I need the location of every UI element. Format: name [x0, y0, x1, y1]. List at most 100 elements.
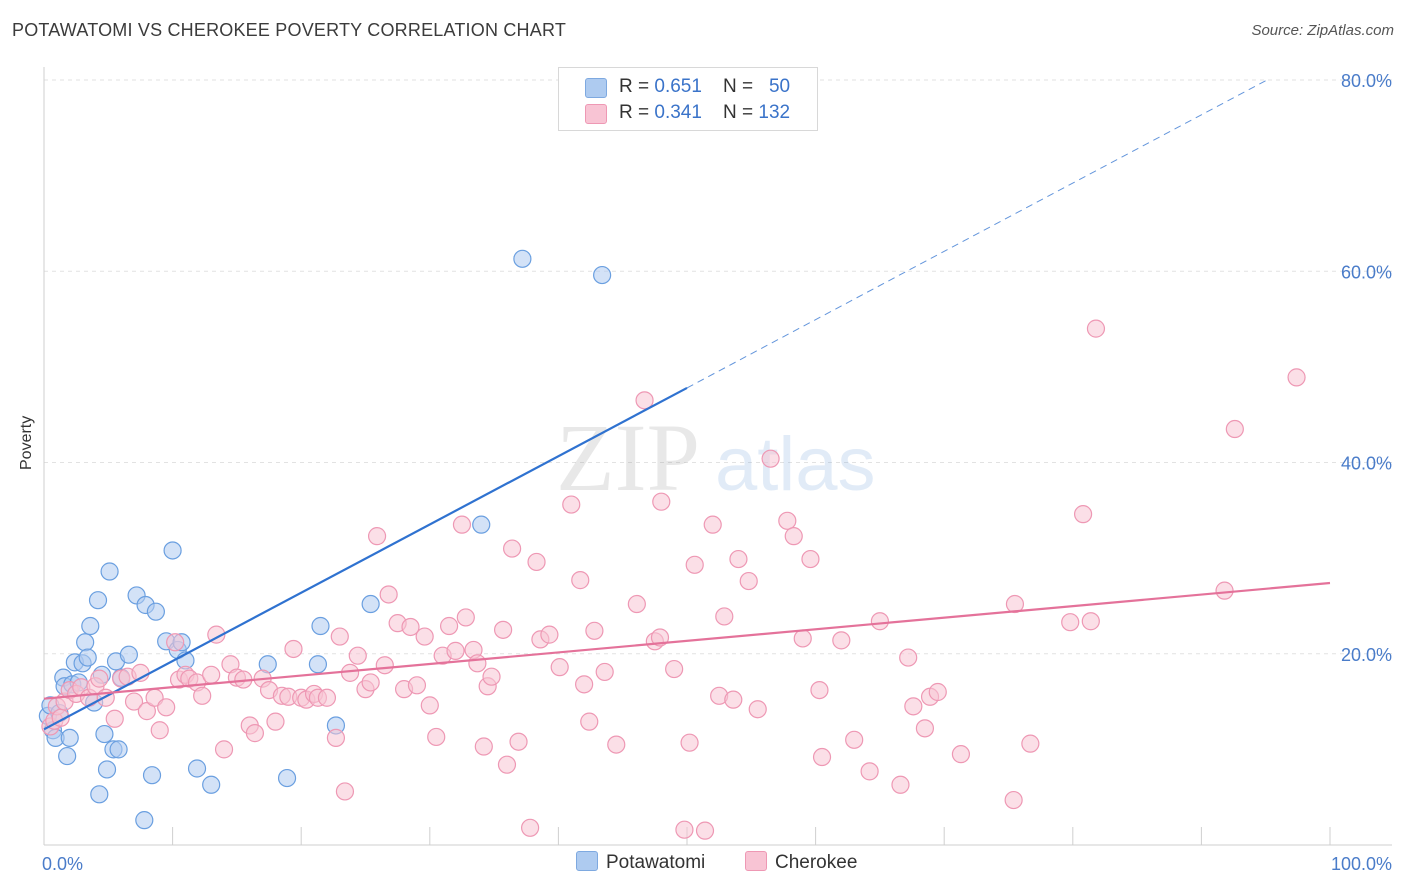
cherokee-point [607, 735, 626, 754]
cherokee-point [550, 658, 569, 677]
cherokee-point [580, 712, 599, 731]
cherokee-point [266, 712, 285, 731]
cherokee-point [468, 654, 487, 673]
legend-n-value: 132 [758, 102, 791, 123]
potawatomi-point [109, 740, 128, 759]
legend-n-value: 50 [768, 76, 791, 97]
cherokee-point [1086, 319, 1106, 338]
legend-r-label: R = [619, 76, 655, 97]
bottom-legend-swatch-potawatomi [576, 851, 598, 871]
potawatomi-point [593, 265, 612, 285]
potawatomi-point [81, 616, 100, 636]
cherokee-point [124, 692, 144, 711]
cherokee-point [340, 663, 360, 682]
legend-swatch-potawatomi [585, 78, 607, 98]
cherokee-point [748, 700, 767, 719]
cherokee-point [415, 627, 434, 646]
cherokee-point [1081, 612, 1100, 631]
cherokee-point [326, 728, 346, 748]
cherokee-point [793, 629, 812, 648]
cherokee-point [284, 639, 303, 659]
cherokee-point [870, 612, 890, 631]
cherokee-point [915, 719, 935, 738]
cherokee-point [527, 552, 546, 572]
potawatomi-point [142, 766, 162, 785]
potawatomi-point [361, 594, 380, 614]
cherokee-point [778, 511, 797, 530]
potawatomi-point [76, 633, 95, 652]
potawatomi-point [513, 249, 532, 268]
potawatomi-point [472, 515, 491, 534]
cherokee-point [474, 737, 493, 756]
cherokee-point [317, 688, 337, 707]
cherokee-point [1287, 368, 1306, 387]
cherokee-point [1073, 505, 1093, 524]
cherokee-point [652, 492, 671, 511]
cherokee-point [456, 608, 475, 627]
legend-swatch-cherokee [585, 104, 607, 124]
bottom-legend-cherokee: Cherokee [745, 851, 857, 874]
cherokee-point [761, 449, 780, 468]
cherokee-point [330, 627, 349, 646]
potawatomi-point [100, 562, 119, 581]
cherokee-point [810, 680, 829, 700]
bottom-legend-potawatomi: Potawatomi [576, 851, 705, 874]
cherokee-point [401, 617, 420, 637]
watermark: ZIP atlas [556, 404, 876, 511]
cherokee-point [680, 733, 699, 752]
gridlines [44, 79, 1392, 655]
legend-r-label: R = [619, 102, 655, 123]
legend: R = 0.651 N = 50 R = 0.341 N = 132 [558, 67, 818, 131]
cherokee-point [899, 648, 918, 667]
cherokee-point [571, 571, 590, 590]
cherokee-point [891, 775, 910, 794]
potawatomi-point [135, 811, 154, 830]
cherokee-point [832, 631, 851, 650]
cherokee-point [575, 675, 594, 694]
cherokee-point [420, 696, 439, 715]
potawatomi-point [60, 728, 79, 748]
y-tick-label: 60.0% [1341, 262, 1392, 282]
cherokee-point [695, 821, 715, 840]
legend-r-value: 0.341 [654, 102, 702, 123]
bottom-legend-swatch-cherokee [745, 851, 767, 871]
potawatomi-point [311, 616, 330, 636]
source-credit: Source: ZipAtlas.com [1251, 22, 1394, 39]
potawatomi-point [277, 768, 297, 788]
cherokee-point [497, 755, 517, 774]
cherokee-point [105, 709, 124, 728]
cherokee-point [375, 656, 394, 675]
cherokee-point [335, 782, 355, 801]
cherokee-point [540, 625, 559, 644]
x-tick-label: 0.0% [42, 854, 83, 874]
cherokee-point [166, 633, 185, 652]
cherokee-point [729, 549, 748, 569]
cherokee-point [427, 727, 446, 747]
cherokee-point [1005, 594, 1025, 614]
cherokee-point [595, 662, 614, 682]
chart-title: POTAWATOMI VS CHEROKEE POVERTY CORRELATI… [12, 20, 567, 40]
cherokee-point [685, 555, 704, 574]
bottom-legend-label-potawatomi: Potawatomi [606, 852, 706, 873]
cherokee-point [904, 697, 923, 716]
cherokee-point [860, 762, 879, 781]
cherokee-point [446, 641, 465, 660]
cherokee-point [784, 527, 803, 546]
cherokee-point [482, 667, 501, 686]
legend-n-label: N = [723, 76, 759, 97]
cherokee-point [928, 682, 947, 702]
cherokee-point [951, 745, 971, 764]
cherokee-point [361, 673, 380, 692]
cherokee-point [675, 820, 694, 839]
watermark-atlas: atlas [715, 422, 876, 507]
cherokee-point [1225, 419, 1244, 439]
cherokee-point [245, 724, 265, 743]
watermark-zip: ZIP [556, 404, 700, 511]
cherokee-point [845, 730, 864, 749]
potawatomi-point [90, 785, 109, 804]
cherokee-point [665, 659, 684, 679]
y-tick-label: 40.0% [1341, 454, 1392, 474]
cherokee-point [494, 620, 513, 639]
cherokee-point [202, 665, 221, 684]
